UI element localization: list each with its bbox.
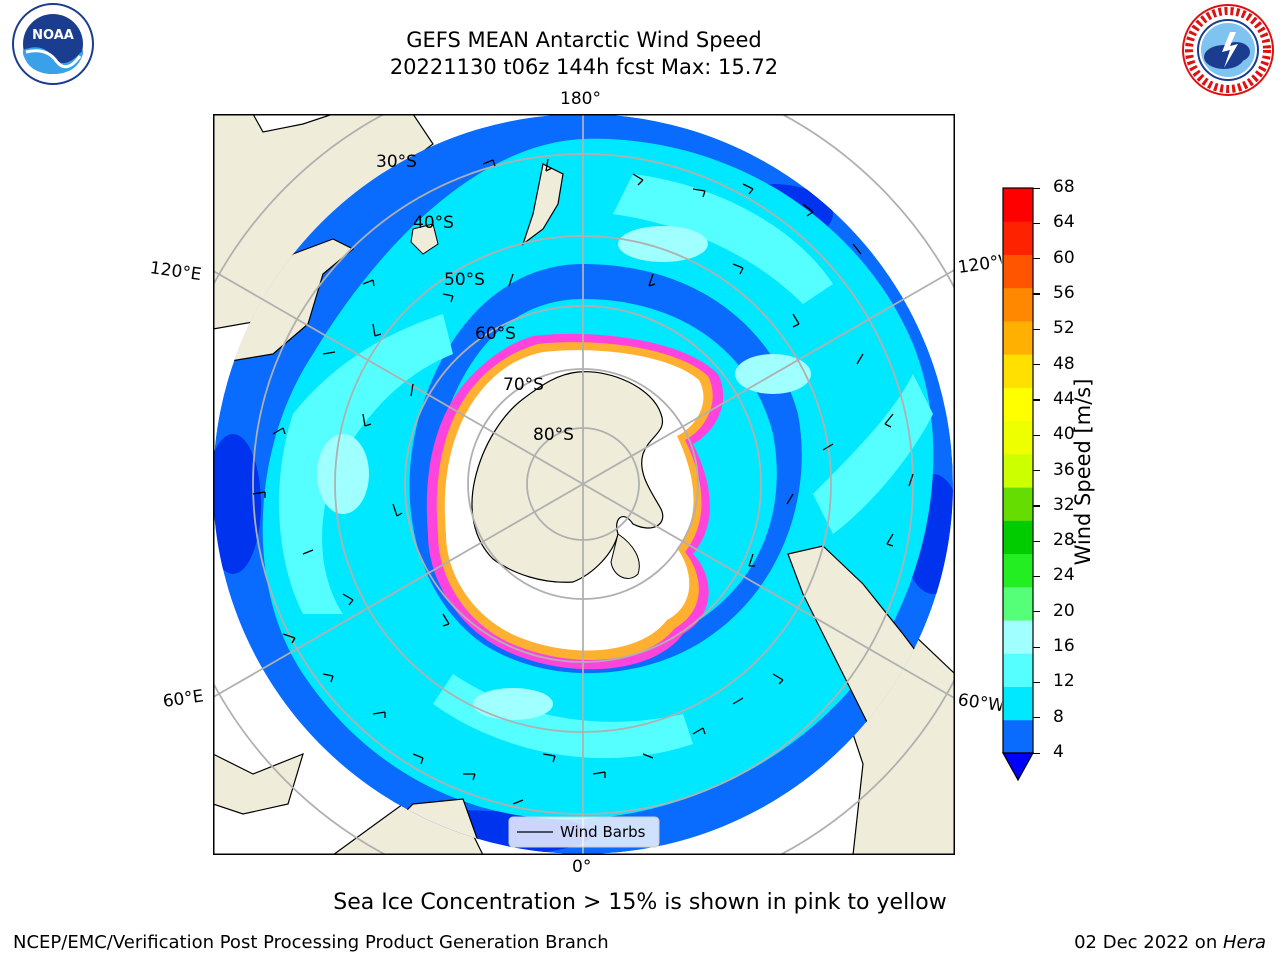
colorbar-tick-label: 16 bbox=[1053, 636, 1075, 657]
colorbar-segment bbox=[1003, 620, 1033, 654]
colorbar-tick-label: 8 bbox=[1053, 706, 1064, 727]
colorbar-tick-label: 60 bbox=[1053, 247, 1075, 268]
lon-label-120w: 120°W bbox=[956, 251, 1003, 278]
lon-label-0: 0° bbox=[572, 857, 592, 877]
colorbar-segment bbox=[1003, 387, 1033, 422]
colorbar-segment bbox=[1003, 653, 1033, 688]
colorbar-segment bbox=[1003, 287, 1033, 322]
lon-label-60e: 60°E bbox=[161, 686, 205, 712]
colorbar-tick-mark bbox=[1033, 505, 1040, 507]
footer-machine: Hera bbox=[1222, 932, 1266, 953]
colorbar-tick-mark bbox=[1033, 187, 1040, 189]
colorbar-tick-label: 36 bbox=[1053, 459, 1075, 480]
colorbar-tick-mark bbox=[1033, 434, 1040, 436]
colorbar-tick-label: 40 bbox=[1053, 424, 1075, 445]
colorbar-tick-mark bbox=[1033, 575, 1040, 578]
polar-map: Wind Barbs bbox=[213, 114, 955, 855]
colorbar-segment bbox=[1003, 453, 1033, 488]
colorbar-tick-mark bbox=[1033, 611, 1040, 613]
wind-barbs bbox=[252, 158, 914, 805]
nws-logo-icon bbox=[1182, 4, 1274, 96]
colorbar-segment bbox=[1003, 254, 1033, 289]
colorbar-tick-label: 20 bbox=[1053, 600, 1075, 621]
colorbar-segment bbox=[1003, 719, 1033, 754]
colorbar-tick-label: 28 bbox=[1053, 530, 1075, 551]
colorbar-segment bbox=[1003, 420, 1033, 455]
colorbar-tick-mark bbox=[1033, 222, 1040, 224]
colorbar-tick-label: 24 bbox=[1053, 565, 1075, 586]
colorbar-tick-mark bbox=[1033, 258, 1040, 260]
chart-title: GEFS MEAN Antarctic Wind Speed bbox=[406, 28, 762, 52]
colorbar-segment bbox=[1003, 320, 1033, 355]
noaa-logo-text: NOAA bbox=[32, 28, 74, 43]
wind-barbs-legend: Wind Barbs bbox=[508, 816, 660, 848]
lat-label-30s: 30°S bbox=[376, 152, 417, 172]
colorbar-tick-label: 32 bbox=[1053, 494, 1075, 515]
colorbar-segment bbox=[1003, 686, 1033, 721]
colorbar-tick-label: 52 bbox=[1053, 318, 1075, 339]
colorbar-tick-label: 12 bbox=[1053, 671, 1075, 692]
lat-label-70s: 70°S bbox=[503, 375, 544, 395]
colorbar-tick-mark bbox=[1033, 470, 1040, 472]
colorbar-tick-label: 4 bbox=[1053, 742, 1064, 762]
lat-label-80s: 80°S bbox=[533, 425, 574, 445]
colorbar-tick-mark bbox=[1033, 681, 1040, 684]
colorbar-tick-mark bbox=[1033, 540, 1040, 542]
chart-subtitle: 20221130 t06z 144h fcst Max: 15.72 bbox=[389, 55, 779, 79]
colorbar-label: Wind Speed [m/s] bbox=[1071, 378, 1095, 566]
lon-label-120e: 120°E bbox=[148, 258, 203, 286]
colorbar-tick-mark bbox=[1033, 399, 1040, 401]
footer-date: 02 Dec 2022 on bbox=[1074, 932, 1223, 953]
legend-label: Wind Barbs bbox=[560, 823, 646, 841]
colorbar-segment bbox=[1003, 487, 1033, 521]
colorbar-tick-label: 56 bbox=[1053, 282, 1075, 303]
colorbar-tick-mark bbox=[1033, 646, 1040, 648]
colorbar-tick-mark bbox=[1033, 717, 1040, 719]
lat-label-60s: 60°S bbox=[475, 324, 516, 344]
colorbar-segment bbox=[1003, 354, 1033, 388]
map-frame bbox=[213, 114, 955, 855]
colorbar-tick-mark bbox=[1033, 293, 1040, 295]
longitude-grid bbox=[213, 114, 955, 855]
lon-label-180: 180° bbox=[560, 89, 601, 109]
colorbar-segment bbox=[1003, 188, 1033, 222]
lat-label-40s: 40°S bbox=[413, 213, 454, 233]
colorbar-tick-label: 68 bbox=[1053, 177, 1075, 197]
colorbar bbox=[1001, 187, 1035, 782]
footer-right: 02 Dec 2022 on Hera bbox=[1074, 932, 1266, 953]
colorbar-tick-label: 48 bbox=[1053, 353, 1075, 374]
colorbar-tick-mark bbox=[1033, 364, 1040, 366]
colorbar-tick-mark bbox=[1033, 752, 1040, 754]
noaa-logo-icon: NOAA bbox=[12, 3, 94, 85]
footer-left: NCEP/EMC/Verification Post Processing Pr… bbox=[13, 932, 609, 953]
colorbar-tick-mark bbox=[1033, 328, 1040, 330]
colorbar-segment bbox=[1003, 221, 1033, 255]
colorbar-segment bbox=[1003, 520, 1033, 555]
colorbar-tick-label: 44 bbox=[1053, 388, 1075, 409]
colorbar-segment bbox=[1003, 586, 1033, 621]
lat-label-50s: 50°S bbox=[444, 270, 485, 290]
lon-label-60w: 60°W bbox=[956, 690, 1003, 717]
colorbar-tick-label: 64 bbox=[1053, 212, 1075, 233]
sea-ice-caption: Sea Ice Concentration > 15% is shown in … bbox=[333, 890, 947, 915]
colorbar-segment bbox=[1003, 553, 1033, 588]
